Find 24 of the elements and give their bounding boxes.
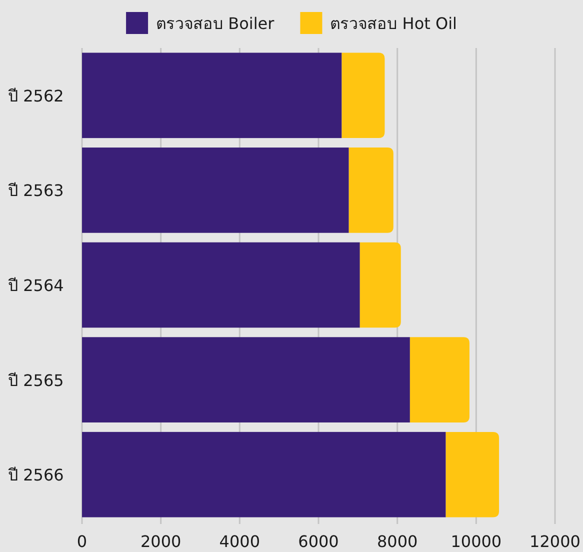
x-tick-label: 12000 xyxy=(530,532,580,551)
y-tick-label: ปี 2565 xyxy=(8,370,64,390)
bar xyxy=(360,242,401,328)
bar xyxy=(82,148,349,233)
y-tick-label: ปี 2563 xyxy=(8,181,64,200)
x-tick-label: 2000 xyxy=(140,532,182,551)
y-tick-label: ปี 2564 xyxy=(8,276,64,295)
bar xyxy=(82,242,360,328)
bar xyxy=(82,337,410,422)
legend-label: ตรวจสอบ Boiler xyxy=(156,14,275,33)
legend-label: ตรวจสอบ Hot Oil xyxy=(330,14,457,33)
bar xyxy=(410,337,470,422)
x-tick-label: 4000 xyxy=(219,532,260,551)
x-tick-label: 10000 xyxy=(450,532,502,551)
x-tick-label: 6000 xyxy=(298,532,339,551)
bar xyxy=(348,148,394,233)
bar xyxy=(82,52,342,138)
y-tick-label: ปี 2566 xyxy=(8,466,64,485)
bar xyxy=(342,52,385,138)
y-tick-label: ปี 2562 xyxy=(8,86,64,106)
x-tick-label: 0 xyxy=(76,532,88,551)
bar xyxy=(446,432,500,518)
x-tick-label: 8000 xyxy=(376,532,418,551)
bar xyxy=(82,432,446,518)
